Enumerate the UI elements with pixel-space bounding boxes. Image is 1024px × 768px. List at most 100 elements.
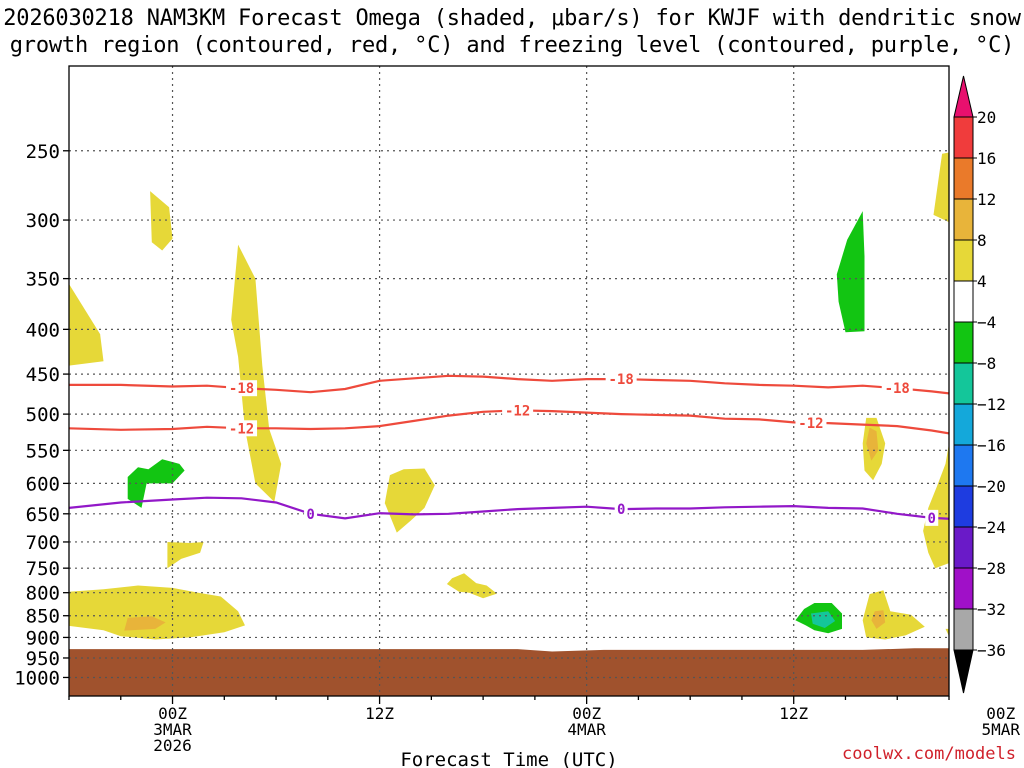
colorbar-swatch xyxy=(953,567,974,610)
omega-region-moderate-rising xyxy=(124,616,166,631)
colorbar-label: 20 xyxy=(977,108,996,127)
dgz-minus-12-label-bg xyxy=(226,420,258,437)
colorbar-label: −28 xyxy=(977,559,1006,578)
omega-region-weak-rising xyxy=(150,191,173,251)
colorbar-swatch xyxy=(953,608,974,651)
freezing-level-label: 0 xyxy=(306,507,314,523)
y-tick-label: 800 xyxy=(26,583,60,605)
colorbar-label: 16 xyxy=(977,149,996,168)
colorbar-label: −4 xyxy=(977,313,996,332)
colorbar-swatch xyxy=(953,403,974,446)
colorbar-label: 4 xyxy=(977,272,987,291)
y-tick-label: 500 xyxy=(26,404,60,426)
colorbar-label: −20 xyxy=(977,477,1006,496)
dgz-minus-18-label-bg xyxy=(881,380,913,397)
colorbar-swatch xyxy=(953,444,974,487)
freezing-level-label: 0 xyxy=(617,502,625,518)
colorbar: 20 16 12 8 4 −4 −8 −12 −16 −20 −24 −28 −32 −36 xyxy=(953,75,1006,694)
chart-title-line-1: 2026030218 NAM3KM Forecast Omega (shaded… xyxy=(3,6,1021,31)
y-tick-label: 300 xyxy=(26,210,60,232)
omega-region-weak-rising xyxy=(167,542,204,569)
y-tick-label: 750 xyxy=(26,558,60,580)
colorbar-swatch xyxy=(953,485,974,528)
site-credit-link[interactable]: coolwx.com/models xyxy=(842,744,1016,764)
colorbar-bottom-arrow xyxy=(953,649,974,694)
colorbar-label: −32 xyxy=(977,600,1006,619)
colorbar-swatch xyxy=(953,280,974,323)
freezing-level-label-bg xyxy=(925,509,939,526)
x-tick-label: 00Z xyxy=(158,704,187,723)
freezing-level-contour xyxy=(69,496,949,520)
dgz-minus-18-contour xyxy=(69,374,949,395)
x-tick-label: 4MAR xyxy=(567,720,606,739)
y-tick-label: 600 xyxy=(26,473,60,495)
colorbar-label: −24 xyxy=(977,518,1006,537)
x-tick-label: 00Z xyxy=(572,704,601,723)
omega-region-weak-rising xyxy=(933,152,949,223)
omega-region-weak-sinking xyxy=(836,211,865,333)
y-tick-label: 550 xyxy=(26,440,60,462)
plot-frame xyxy=(68,65,950,697)
dgz-minus-18-label: -18 xyxy=(885,381,910,397)
dgz-minus-18-label-bg xyxy=(605,371,637,388)
omega-region-moderate-rising xyxy=(1008,320,1022,399)
y-tick-label: 1000 xyxy=(14,667,60,689)
x-tick-label: 12Z xyxy=(365,704,394,723)
omega-region-moderate-rising xyxy=(871,610,886,629)
chart-title-line-2: growth region (contoured, red, °C) and f… xyxy=(9,33,1015,58)
dgz-minus-12-contour xyxy=(69,409,949,435)
dgz-minus-18-label-bg xyxy=(226,380,258,397)
x-tick-label: 12Z xyxy=(779,704,808,723)
colorbar-swatch xyxy=(953,157,974,200)
dgz-minus-12-label: -12 xyxy=(798,416,823,432)
colorbar-top-arrow xyxy=(953,75,974,118)
y-tick-label: 650 xyxy=(26,504,60,526)
omega-region-weak-rising xyxy=(69,284,104,366)
omega-shading-layer xyxy=(69,152,1022,640)
y-tick-label: 700 xyxy=(26,532,60,554)
omega-region-weak-rising xyxy=(231,244,282,502)
dgz-minus-12-label-bg xyxy=(502,402,534,419)
y-tick-label: 850 xyxy=(26,606,60,628)
dgz-minus-18-label: -18 xyxy=(609,372,634,388)
y-tick-label: 400 xyxy=(26,319,60,341)
colorbar-label: −12 xyxy=(977,395,1006,414)
y-tick-label: 900 xyxy=(26,627,60,649)
x-tick-label: 3MAR xyxy=(153,720,192,739)
y-tick-label: 250 xyxy=(26,141,60,163)
colorbar-label: −8 xyxy=(977,354,996,373)
colorbar-label: −36 xyxy=(977,641,1006,660)
y-tick-label: 450 xyxy=(26,364,60,386)
colorbar-swatch xyxy=(953,198,974,241)
freezing-level-label: 0 xyxy=(928,511,936,527)
colorbar-label: −16 xyxy=(977,436,1006,455)
dgz-minus-18-label: -18 xyxy=(229,381,254,397)
dgz-minus-12-label: -12 xyxy=(229,421,254,437)
colorbar-swatch xyxy=(953,321,974,364)
colorbar-label: 12 xyxy=(977,190,996,209)
omega-region-weak-rising xyxy=(945,628,949,637)
plot-area xyxy=(69,66,949,696)
contour-labels: -18 -18 -18 -12 -12 -12 0 0 0 xyxy=(226,371,939,527)
colorbar-swatch xyxy=(953,116,974,159)
terrain-layer xyxy=(69,648,949,696)
omega-region-moderate-rising xyxy=(866,427,879,461)
omega-region-weak-rising xyxy=(69,585,245,640)
omega-region-moderate-sinking xyxy=(811,611,836,628)
contour-layer xyxy=(69,374,949,520)
x-axis-title: Forecast Time (UTC) xyxy=(400,749,617,768)
dgz-minus-12-label-bg xyxy=(795,414,827,431)
x-tick-label: 00Z xyxy=(986,704,1015,723)
dgz-minus-12-label: -12 xyxy=(505,403,530,419)
omega-region-weak-rising xyxy=(384,468,435,533)
omega-region-weak-rising xyxy=(923,443,949,569)
y-tick-label: 950 xyxy=(26,648,60,670)
omega-region-weak-sinking xyxy=(127,459,185,508)
colorbar-swatch xyxy=(953,362,974,405)
x-tick-label: 5MAR xyxy=(981,720,1020,739)
y-axis: 2503003504004505005506006507007508008509… xyxy=(14,141,69,689)
freezing-level-label-bg xyxy=(304,505,318,522)
gridlines xyxy=(69,66,949,696)
